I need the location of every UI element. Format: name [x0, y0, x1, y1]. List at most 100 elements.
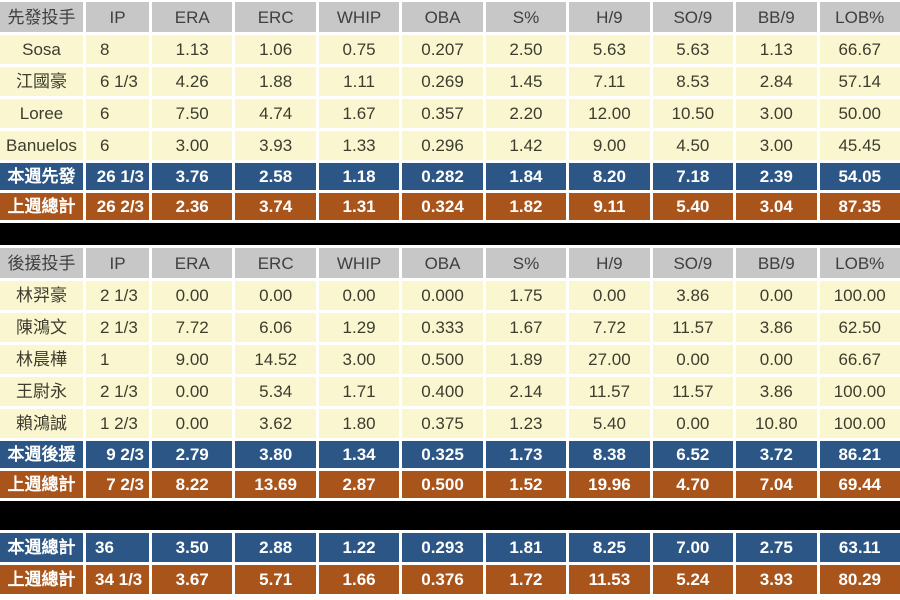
- stat-Spct: 1.81: [485, 533, 570, 562]
- header-OBA: OBA: [402, 2, 486, 32]
- stat-Spct: 2.20: [485, 99, 570, 128]
- stat-ERC: 2.88: [235, 533, 319, 562]
- stat-WHIP: 1.11: [318, 67, 403, 96]
- stat-WHIP: 2.87: [318, 471, 403, 498]
- section-separator: [0, 501, 900, 530]
- stat-BB9: 2.39: [736, 163, 820, 190]
- pitcher-name: 王尉永: [0, 377, 86, 406]
- header-ERA: ERA: [152, 2, 236, 32]
- pitcher-row: Loree 6 7.50 4.74 1.67 0.357 2.20 12.00 10.50 3.0…: [0, 99, 900, 128]
- stat-IP: 36: [86, 533, 152, 562]
- stat-Spct: 1.23: [485, 409, 570, 438]
- stat-WHIP: 3.00: [318, 345, 403, 374]
- header-H9: H/9: [569, 2, 653, 32]
- summary-label: 上週總計: [0, 193, 86, 220]
- stat-H9: 7.72: [569, 313, 653, 342]
- stat-BB9: 3.86: [736, 377, 820, 406]
- header-Spct: S%: [485, 248, 570, 278]
- pitcher-name: 江國豪: [0, 67, 86, 96]
- summary-label: 本週後援: [0, 441, 86, 468]
- stat-OBA: 0.293: [402, 533, 486, 562]
- stat-ERC: 1.06: [235, 35, 319, 64]
- header-WHIP: WHIP: [318, 248, 403, 278]
- header-WHIP: WHIP: [318, 2, 403, 32]
- pitcher-name: 林羿豪: [0, 281, 86, 310]
- stat-SO9: 4.50: [652, 131, 737, 160]
- stat-ERC: 4.74: [235, 99, 319, 128]
- stat-Spct: 1.84: [485, 163, 570, 190]
- stat-OBA: 0.282: [402, 163, 486, 190]
- stat-Spct: 2.50: [485, 35, 570, 64]
- stat-H9: 11.53: [569, 565, 653, 594]
- stat-Spct: 1.73: [485, 441, 570, 468]
- stat-ERC: 14.52: [235, 345, 319, 374]
- stat-OBA: 0.207: [402, 35, 486, 64]
- stat-LOBpct: 87.35: [819, 193, 900, 220]
- stat-ERA: 8.22: [152, 471, 236, 498]
- stat-IP: 6: [86, 99, 152, 128]
- stat-H9: 7.11: [569, 67, 653, 96]
- stat-LOBpct: 100.00: [819, 281, 900, 310]
- stat-SO9: 5.63: [652, 35, 737, 64]
- header-pitcher-type: 後援投手: [0, 248, 86, 278]
- stat-BB9: 7.04: [736, 471, 820, 498]
- stat-IP: 6 1/3: [86, 67, 152, 96]
- stat-ERA: 3.76: [152, 163, 236, 190]
- stat-OBA: 0.333: [402, 313, 486, 342]
- pitcher-name: 林晨樺: [0, 345, 86, 374]
- stat-WHIP: 1.80: [318, 409, 403, 438]
- lastweek-summary-row: 上週總計 34 1/3 3.67 5.71 1.66 0.376 1.72 11.53 5.24…: [0, 565, 900, 594]
- stat-WHIP: 1.67: [318, 99, 403, 128]
- stat-SO9: 11.57: [652, 377, 737, 406]
- stat-WHIP: 1.29: [318, 313, 403, 342]
- stat-WHIP: 1.71: [318, 377, 403, 406]
- pitcher-row: 王尉永 2 1/3 0.00 5.34 1.71 0.400 2.14 11.57 11.57 3…: [0, 377, 900, 406]
- stat-ERA: 3.00: [152, 131, 236, 160]
- header-OBA: OBA: [402, 248, 486, 278]
- stat-Spct: 1.89: [485, 345, 570, 374]
- stat-SO9: 8.53: [652, 67, 737, 96]
- stat-WHIP: 1.33: [318, 131, 403, 160]
- stat-OBA: 0.324: [402, 193, 486, 220]
- summary-label: 本週總計: [0, 533, 86, 562]
- stat-ERA: 7.72: [152, 313, 236, 342]
- stat-H9: 8.38: [569, 441, 653, 468]
- stat-ERC: 5.34: [235, 377, 319, 406]
- stat-Spct: 1.72: [485, 565, 570, 594]
- stat-LOBpct: 100.00: [819, 409, 900, 438]
- stat-ERA: 0.00: [152, 377, 236, 406]
- stat-OBA: 0.357: [402, 99, 486, 128]
- stat-LOBpct: 66.67: [819, 345, 900, 374]
- pitcher-row: Sosa 8 1.13 1.06 0.75 0.207 2.50 5.63 5.63 1.13 66…: [0, 35, 900, 64]
- stat-WHIP: 1.31: [318, 193, 403, 220]
- pitcher-name: Sosa: [0, 35, 86, 64]
- stat-H9: 8.25: [569, 533, 653, 562]
- pitcher-row: 江國豪 6 1/3 4.26 1.88 1.11 0.269 1.45 7.11 8.53 2.8…: [0, 67, 900, 96]
- stat-BB9: 2.84: [736, 67, 820, 96]
- stat-BB9: 3.00: [736, 131, 820, 160]
- stat-SO9: 10.50: [652, 99, 737, 128]
- header-SO9: SO/9: [652, 248, 737, 278]
- stat-OBA: 0.000: [402, 281, 486, 310]
- section-starters: 先發投手 IP ERA ERC WHIP OBA S% H/9 SO/9 BB/9 LOB% Sosa…: [0, 2, 900, 220]
- stat-H9: 11.57: [569, 377, 653, 406]
- header-pitcher-type: 先發投手: [0, 2, 86, 32]
- stat-BB9: 3.00: [736, 99, 820, 128]
- stat-ERA: 3.50: [152, 533, 236, 562]
- pitcher-row: 林羿豪 2 1/3 0.00 0.00 0.00 0.000 1.75 0.00 3.86 0.0…: [0, 281, 900, 310]
- stat-SO9: 0.00: [652, 345, 737, 374]
- stat-ERC: 5.71: [235, 565, 319, 594]
- stat-ERC: 2.58: [235, 163, 319, 190]
- stat-BB9: 2.75: [736, 533, 820, 562]
- stat-IP: 1: [86, 345, 152, 374]
- stat-ERC: 3.93: [235, 131, 319, 160]
- stat-SO9: 7.18: [652, 163, 737, 190]
- stat-IP: 8: [86, 35, 152, 64]
- weekly-summary-row: 本週後援 9 2/3 2.79 3.80 1.34 0.325 1.73 8.38 6.52 3.…: [0, 441, 900, 468]
- stat-ERC: 13.69: [235, 471, 319, 498]
- summary-label: 本週先發: [0, 163, 86, 190]
- stat-SO9: 7.00: [652, 533, 737, 562]
- stat-WHIP: 1.34: [318, 441, 403, 468]
- stat-ERC: 1.88: [235, 67, 319, 96]
